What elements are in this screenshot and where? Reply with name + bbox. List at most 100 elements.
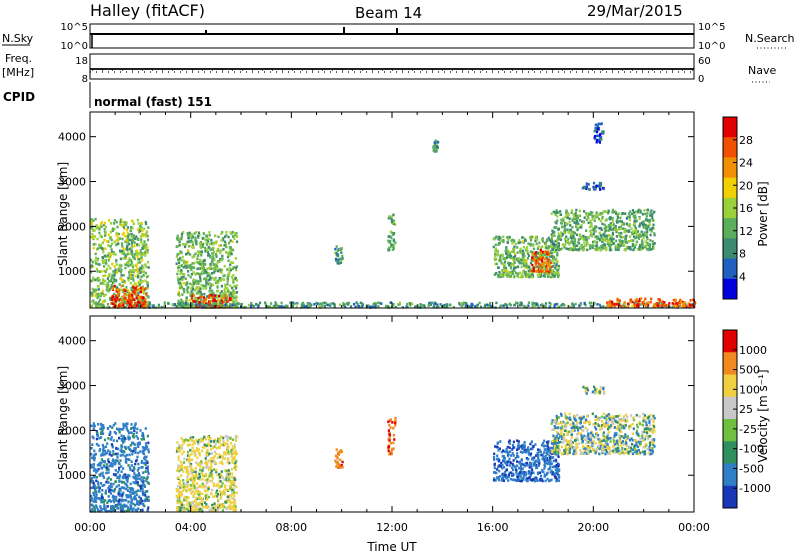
power-echo-cell bbox=[566, 216, 569, 220]
power-echo-cell bbox=[530, 275, 533, 279]
power-echo-cell bbox=[616, 303, 619, 306]
power-echo-cell bbox=[689, 299, 692, 302]
velocity-echo-cell bbox=[91, 509, 94, 513]
power-echo-cell bbox=[126, 226, 130, 229]
power-echo-cell bbox=[145, 294, 148, 298]
velocity-echo-cell bbox=[95, 500, 98, 504]
power-echo-cell bbox=[500, 261, 503, 265]
velocity-echo-cell bbox=[205, 489, 208, 493]
power-echo-cell bbox=[566, 213, 569, 216]
velocity-echo-cell bbox=[134, 473, 137, 477]
velocity-echo-cell bbox=[183, 466, 186, 469]
power-echo-cell bbox=[118, 291, 121, 294]
power-echo-cell bbox=[523, 304, 526, 308]
power-echo-cell bbox=[225, 294, 228, 297]
power-echo-cell bbox=[109, 235, 113, 239]
velocity-echo-cell bbox=[90, 452, 93, 456]
power-echo-cell bbox=[647, 225, 650, 229]
velocity-echo-cell bbox=[134, 449, 137, 453]
velocity-echo-cell bbox=[106, 442, 109, 445]
power-echo-cell bbox=[631, 212, 634, 216]
velocity-echo-cell bbox=[177, 494, 180, 498]
power-echo-cell bbox=[635, 243, 638, 246]
power-echo-cell bbox=[127, 234, 130, 238]
power-echo-cell bbox=[222, 274, 225, 278]
velocity-echo-cell bbox=[116, 471, 120, 474]
power-echo-cell bbox=[90, 226, 93, 229]
power-echo-cell bbox=[222, 238, 225, 242]
power-echo-cell bbox=[92, 219, 95, 222]
velocity-echo-cell bbox=[181, 447, 184, 450]
velocity-echo-cell bbox=[207, 485, 210, 489]
power-echo-cell bbox=[146, 284, 149, 288]
power-echo-cell bbox=[565, 222, 568, 225]
power-echo-cell bbox=[196, 234, 200, 238]
power-echo-cell bbox=[338, 262, 341, 265]
power-echo-cell bbox=[489, 301, 492, 305]
power-echo-cell bbox=[183, 262, 186, 265]
power-echo-cell bbox=[618, 228, 621, 231]
power-echo-cell bbox=[211, 252, 214, 255]
power-echo-cell bbox=[231, 275, 234, 279]
power-echo-cell bbox=[646, 242, 649, 245]
velocity-echo-cell bbox=[231, 458, 234, 462]
power-echo-cell bbox=[500, 274, 503, 277]
power-echo-cell bbox=[142, 292, 145, 295]
power-echo-cell bbox=[188, 234, 191, 237]
power-echo-cell bbox=[339, 261, 343, 264]
power-echo-cell bbox=[555, 268, 559, 272]
power-echo-cell bbox=[210, 300, 213, 304]
velocity-echo-cell bbox=[100, 500, 103, 504]
power-echo-cell bbox=[593, 186, 596, 189]
velocity-echo-cell bbox=[234, 434, 237, 438]
velocity-echo-cell bbox=[197, 476, 200, 480]
power-echo-cell bbox=[119, 257, 122, 261]
power-echo-cell bbox=[515, 271, 518, 275]
power-echo-cell bbox=[179, 284, 182, 288]
power-echo-cell bbox=[634, 232, 638, 235]
velocity-echo-cell bbox=[183, 457, 186, 461]
power-echo-cell bbox=[125, 223, 128, 227]
power-echo-cell bbox=[200, 298, 203, 302]
power-echo-cell bbox=[534, 257, 537, 261]
power-echo-cell bbox=[204, 249, 207, 253]
freq-strip-frame bbox=[89, 53, 695, 80]
power-echo-cell bbox=[91, 300, 94, 303]
power-echo-cell bbox=[531, 256, 534, 259]
power-echo-cell bbox=[673, 303, 676, 306]
power-echo-cell bbox=[208, 296, 211, 299]
power-echo-cell bbox=[638, 217, 641, 220]
power-echo-cell bbox=[638, 224, 641, 227]
power-echo-cell bbox=[90, 279, 93, 283]
power-echo-cell bbox=[207, 237, 210, 241]
power-echo-cell bbox=[609, 217, 612, 221]
power-echo-cell bbox=[216, 290, 219, 293]
velocity-echo-cell bbox=[222, 489, 225, 492]
power-echo-cell bbox=[596, 236, 599, 240]
power-echo-cell bbox=[608, 241, 611, 245]
power-echo-cell bbox=[610, 237, 613, 240]
velocity-echo-cell bbox=[115, 447, 118, 450]
velocity-echo-cell bbox=[109, 482, 113, 486]
y-tick-label: 4000 bbox=[58, 131, 86, 144]
velocity-echo-cell bbox=[141, 484, 144, 487]
power-echo-cell bbox=[132, 222, 135, 226]
velocity-echo-cell bbox=[137, 502, 141, 506]
velocity-echo-cell bbox=[177, 455, 180, 458]
power-echo-cell bbox=[580, 235, 583, 239]
power-echo-cell bbox=[516, 246, 519, 249]
velocity-echo-cell bbox=[186, 470, 190, 474]
velocity-echo-cell bbox=[207, 466, 210, 470]
power-echo-cell bbox=[231, 261, 235, 264]
power-echo-cell bbox=[144, 298, 147, 301]
power-echo-cell bbox=[573, 231, 576, 235]
velocity-echo-cell bbox=[179, 494, 182, 498]
power-echo-cell bbox=[390, 220, 393, 224]
power-echo-cell bbox=[134, 305, 137, 308]
power-echo-cell bbox=[371, 305, 374, 309]
power-echo-cell bbox=[549, 251, 552, 255]
power-echo-cell bbox=[178, 264, 181, 268]
power-echo-cell bbox=[551, 229, 554, 233]
power-echo-cell bbox=[209, 266, 212, 269]
power-echo-cell bbox=[668, 302, 671, 305]
